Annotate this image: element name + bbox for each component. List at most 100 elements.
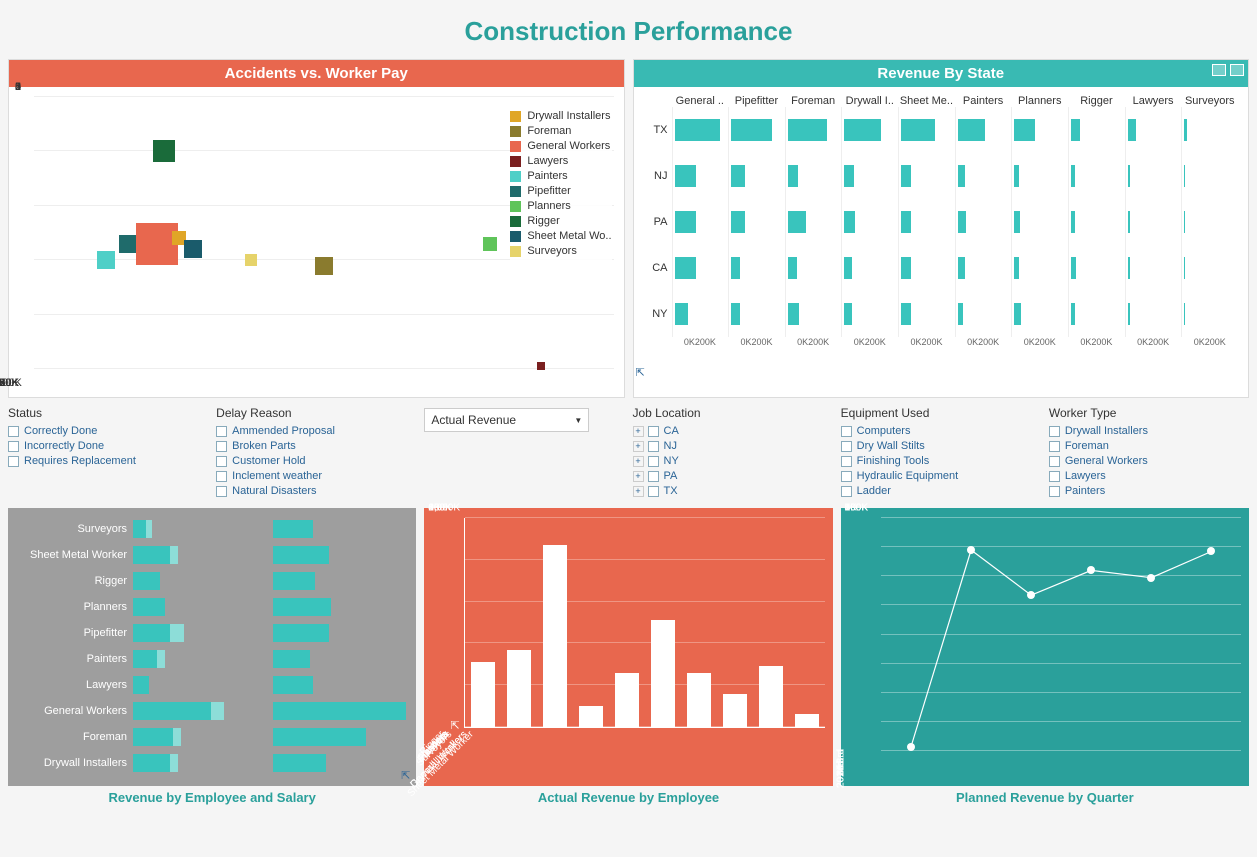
checkbox-icon[interactable] <box>841 441 852 452</box>
state-bar[interactable] <box>1071 257 1076 279</box>
bar[interactable] <box>273 572 316 590</box>
scatter-point[interactable] <box>315 257 333 275</box>
bar[interactable] <box>133 598 165 616</box>
checkbox-icon[interactable] <box>216 456 227 467</box>
rev-emp-sal-plot[interactable]: Surveyors Sheet Metal Worker Rigger <box>8 508 416 786</box>
checkbox-icon[interactable] <box>648 441 659 452</box>
state-bar[interactable] <box>1128 303 1130 325</box>
filter-item[interactable]: Correctly Done <box>8 425 208 437</box>
line-point[interactable] <box>967 546 975 554</box>
state-bar[interactable] <box>1128 119 1136 141</box>
bar[interactable] <box>273 520 313 538</box>
filter-item[interactable]: Computers <box>841 425 1041 437</box>
state-bar[interactable] <box>1071 165 1074 187</box>
bar[interactable] <box>133 676 149 694</box>
filter-item[interactable]: Painters <box>1049 485 1249 497</box>
legend-item[interactable]: Rigger <box>510 215 611 227</box>
line-point[interactable] <box>1087 566 1095 574</box>
legend-item[interactable]: Planners <box>510 200 611 212</box>
state-bar[interactable] <box>788 257 797 279</box>
filter-item[interactable]: Natural Disasters <box>216 485 416 497</box>
legend-item[interactable]: General Workers <box>510 140 611 152</box>
state-bar[interactable] <box>1014 257 1019 279</box>
bar[interactable] <box>133 702 211 720</box>
state-bar[interactable] <box>675 165 697 187</box>
state-bar[interactable] <box>901 303 911 325</box>
state-bar[interactable] <box>1014 303 1021 325</box>
restore-icon[interactable] <box>1230 64 1244 76</box>
state-bar[interactable] <box>788 165 798 187</box>
bar[interactable] <box>507 650 531 727</box>
state-bar[interactable] <box>731 165 745 187</box>
line-point[interactable] <box>1207 547 1215 555</box>
filter-item[interactable]: Ladder <box>841 485 1041 497</box>
actual-rev-plot[interactable]: 0K200K400K600K800K1,000KDrywall Installe… <box>424 508 832 786</box>
expand-icon[interactable]: + <box>633 426 644 437</box>
bar[interactable] <box>543 545 567 727</box>
state-bar[interactable] <box>675 257 697 279</box>
checkbox-icon[interactable] <box>216 486 227 497</box>
checkbox-icon[interactable] <box>1049 471 1060 482</box>
filter-item[interactable]: Drywall Installers <box>1049 425 1249 437</box>
state-bar[interactable] <box>958 257 965 279</box>
scatter-point[interactable] <box>97 251 115 269</box>
filter-item[interactable]: Ammended Proposal <box>216 425 416 437</box>
bar[interactable] <box>273 702 407 720</box>
column-header[interactable]: Pipefitter <box>728 95 785 107</box>
checkbox-icon[interactable] <box>8 456 19 467</box>
state-bar[interactable] <box>1071 119 1080 141</box>
maximize-icon[interactable] <box>1212 64 1226 76</box>
legend-item[interactable]: Foreman <box>510 125 611 137</box>
state-bar[interactable] <box>1071 211 1074 233</box>
column-header[interactable]: Foreman <box>785 95 842 107</box>
state-bar[interactable] <box>901 211 911 233</box>
state-bar[interactable] <box>1184 165 1185 187</box>
bar[interactable] <box>795 714 819 727</box>
scatter-point[interactable] <box>119 235 137 253</box>
legend-item[interactable]: Painters <box>510 170 611 182</box>
bar-overlay[interactable] <box>146 520 151 538</box>
column-header[interactable]: Surveyors <box>1181 95 1238 107</box>
state-label[interactable]: TX <box>644 124 672 136</box>
state-bar[interactable] <box>1128 165 1130 187</box>
checkbox-icon[interactable] <box>216 471 227 482</box>
link-icon[interactable]: ⇱ <box>450 719 459 732</box>
bar-overlay[interactable] <box>211 702 224 720</box>
checkbox-icon[interactable] <box>8 441 19 452</box>
state-bar[interactable] <box>844 119 881 141</box>
state-bar[interactable] <box>844 303 852 325</box>
state-bar[interactable] <box>958 165 965 187</box>
scatter-point[interactable] <box>245 254 257 266</box>
column-header[interactable]: Rigger <box>1068 95 1125 107</box>
filter-item[interactable]: Inclement weather <box>216 470 416 482</box>
filter-item[interactable]: Hydraulic Equipment <box>841 470 1041 482</box>
filter-item[interactable]: Dry Wall Stilts <box>841 440 1041 452</box>
state-bar[interactable] <box>1071 303 1074 325</box>
state-bar[interactable] <box>731 303 740 325</box>
checkbox-icon[interactable] <box>216 426 227 437</box>
legend-item[interactable]: Sheet Metal Wo.. <box>510 230 611 242</box>
state-bar[interactable] <box>788 119 827 141</box>
filter-item[interactable]: Incorrectly Done <box>8 440 208 452</box>
state-bar[interactable] <box>1184 119 1186 141</box>
state-bar[interactable] <box>731 211 745 233</box>
state-bar[interactable] <box>901 165 911 187</box>
checkbox-icon[interactable] <box>1049 441 1060 452</box>
filter-item[interactable]: Foreman <box>1049 440 1249 452</box>
line-point[interactable] <box>1147 574 1155 582</box>
legend-item[interactable]: Pipefitter <box>510 185 611 197</box>
state-bar[interactable] <box>1128 211 1130 233</box>
state-bar[interactable] <box>844 257 852 279</box>
column-header[interactable]: Planners <box>1011 95 1068 107</box>
bar[interactable] <box>133 624 170 642</box>
bar-overlay[interactable] <box>170 624 183 642</box>
scatter-point[interactable] <box>184 240 202 258</box>
state-label[interactable]: CA <box>644 262 672 274</box>
filter-item[interactable]: Requires Replacement <box>8 455 208 467</box>
legend-item[interactable]: Surveyors <box>510 245 611 257</box>
revenue-dropdown[interactable]: Actual Revenue ▼ <box>424 408 589 432</box>
state-bar[interactable] <box>675 211 697 233</box>
state-bar[interactable] <box>1128 257 1130 279</box>
filter-item[interactable]: +TX <box>633 485 833 497</box>
state-bar[interactable] <box>1014 165 1019 187</box>
